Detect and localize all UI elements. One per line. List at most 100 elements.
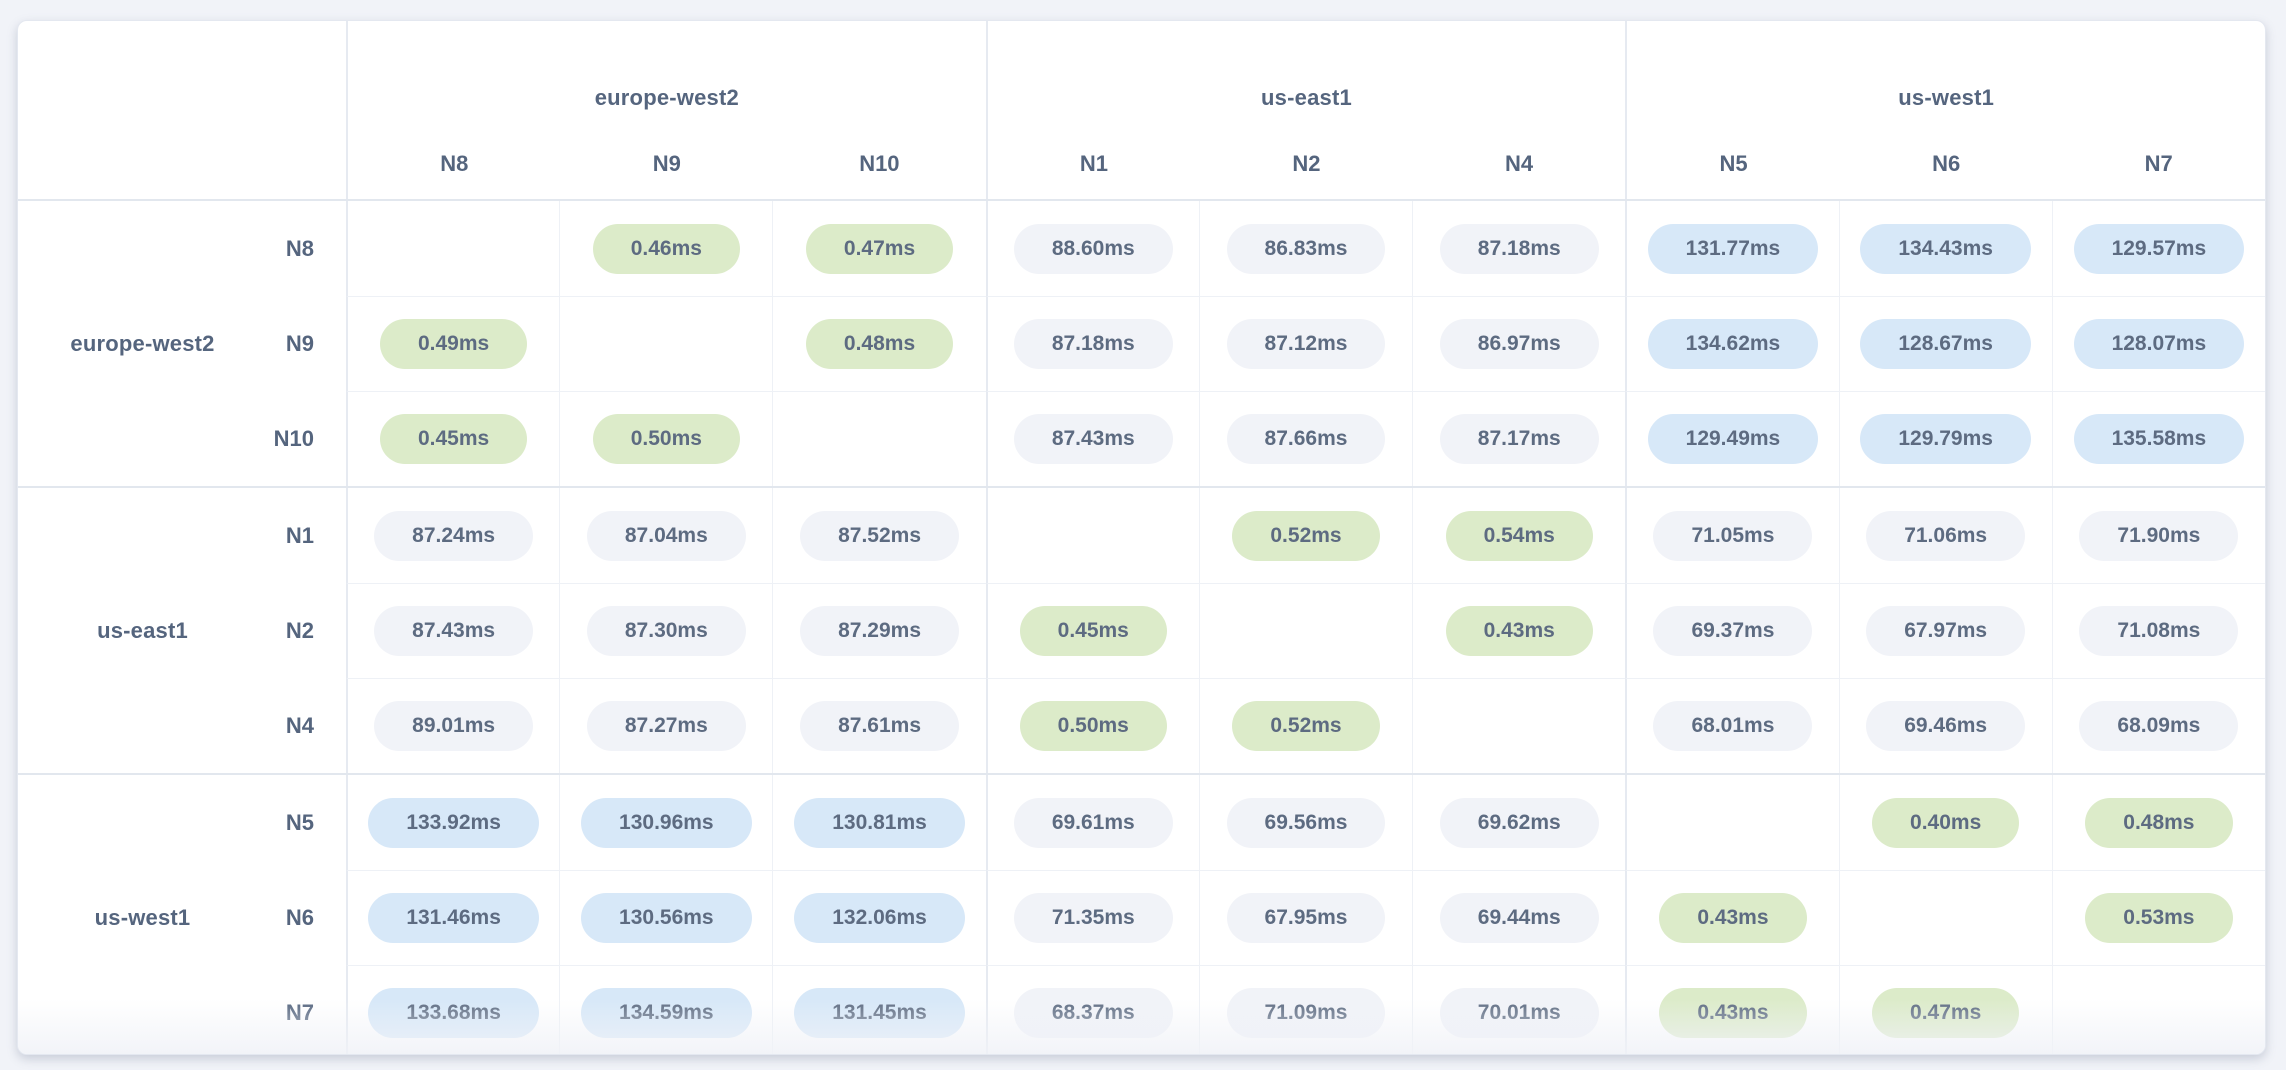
matrix-cell: 71.06ms	[1838, 488, 2052, 583]
latency-pill: 69.61ms	[1013, 797, 1173, 848]
corner-cell	[18, 21, 346, 199]
matrix-cell	[1838, 870, 2052, 965]
latency-pill: 0.45ms	[379, 414, 528, 464]
matrix-cell	[346, 201, 559, 296]
column-node-label: N5	[1719, 151, 1748, 176]
latency-pill: 0.48ms	[805, 319, 954, 369]
latency-pill: 131.46ms	[368, 893, 539, 943]
row-node-label: N7	[285, 999, 314, 1025]
matrix-cell	[1198, 583, 1413, 678]
latency-pill: 0.47ms	[1872, 988, 2020, 1038]
matrix-cell	[559, 296, 773, 391]
latency-pill: 87.43ms	[374, 606, 534, 656]
latency-pill: 131.77ms	[1647, 223, 1819, 274]
latency-pill: 68.01ms	[1653, 701, 1813, 751]
row-group-us-west1: us-west1 N5 133.92ms 130.96ms 130.81ms 69.61m…	[18, 773, 2265, 1054]
latency-pill: 69.56ms	[1226, 797, 1386, 848]
latency-pill: 134.43ms	[1860, 223, 2031, 274]
matrix-cell: 87.17ms	[1412, 391, 1626, 486]
latency-pill: 68.09ms	[2079, 701, 2239, 751]
latency-pill: 131.45ms	[794, 988, 965, 1038]
latency-pill: 89.01ms	[374, 701, 534, 751]
latency-pill: 0.52ms	[1232, 701, 1380, 751]
latency-pill: 87.18ms	[1013, 319, 1173, 369]
matrix-cell: 0.54ms	[1412, 488, 1625, 583]
row-group-us-east1: us-east1 N1 87.24ms 87.04ms 87.52ms 0.52ms 0.5…	[18, 486, 2265, 773]
column-node-label: N4	[1504, 151, 1534, 176]
matrix-cell: 89.01ms	[346, 678, 560, 773]
matrix-cell: 87.18ms	[1412, 201, 1625, 296]
latency-pill: 130.56ms	[581, 893, 752, 943]
column-node-label: N2	[1292, 151, 1321, 176]
matrix-cell: 87.43ms	[985, 391, 1199, 486]
column-region-label: us-east1	[1261, 85, 1352, 110]
latency-pill: 135.58ms	[2073, 414, 2245, 464]
matrix-cell: 87.30ms	[559, 583, 773, 678]
row-node-label: N9	[285, 330, 314, 356]
latency-pill: 86.83ms	[1226, 223, 1386, 274]
latency-pill: 0.48ms	[2085, 797, 2233, 848]
matrix-cell: 0.43ms	[1625, 870, 1839, 965]
matrix-cell: 69.37ms	[1625, 583, 1839, 678]
matrix-cell: 134.43ms	[1838, 201, 2052, 296]
latency-pill: 0.52ms	[1232, 510, 1380, 561]
latency-pill: 0.53ms	[2085, 893, 2233, 943]
row-node-label: N1	[285, 522, 314, 548]
matrix-cell: 68.09ms	[2051, 678, 2265, 773]
matrix-cell	[1412, 678, 1626, 773]
matrix-cell: 0.43ms	[1625, 965, 1839, 1054]
matrix-cell: 87.24ms	[346, 488, 559, 583]
column-node-label: N8	[440, 151, 469, 176]
matrix-cell: 87.52ms	[772, 488, 985, 583]
column-node-label: N9	[652, 151, 681, 176]
row-node-label: N2	[285, 617, 314, 643]
latency-pill: 0.40ms	[1872, 797, 2020, 848]
latency-pill: 67.97ms	[1866, 606, 2026, 656]
matrix-cell: 131.45ms	[772, 965, 986, 1054]
matrix-cell: 0.45ms	[985, 583, 1199, 678]
matrix-cell: 68.01ms	[1625, 678, 1839, 773]
row-node-label: N8	[285, 235, 314, 261]
latency-matrix-card: europe-west2 N8 N9 N10 us-east1 N1 N2 N4 us-west…	[17, 20, 2266, 1055]
column-node-label: N1	[1079, 151, 1108, 176]
latency-pill: 87.30ms	[586, 606, 746, 656]
table-row: N6 131.46ms 130.56ms 132.06ms 71.35ms 67.95ms…	[18, 870, 2265, 965]
matrix-cell: 130.81ms	[772, 775, 985, 870]
latency-pill: 71.08ms	[2079, 606, 2239, 656]
latency-pill: 87.52ms	[800, 510, 959, 561]
matrix-cell: 87.18ms	[985, 296, 1199, 391]
table-row: N5 133.92ms 130.96ms 130.81ms 69.61ms 69.56ms…	[18, 775, 2265, 870]
matrix-cell: 69.62ms	[1412, 775, 1625, 870]
matrix-cell: 69.44ms	[1412, 870, 1626, 965]
latency-pill: 133.68ms	[368, 988, 539, 1038]
column-node-label: N7	[2144, 151, 2173, 176]
row-region-label: us-east1	[97, 617, 188, 643]
latency-pill: 86.97ms	[1439, 319, 1599, 369]
matrix-cell: 0.40ms	[1838, 775, 2052, 870]
matrix-cell: 68.37ms	[985, 965, 1199, 1054]
latency-pill: 0.50ms	[1019, 701, 1167, 751]
latency-pill: 128.07ms	[2073, 319, 2245, 369]
latency-pill: 129.57ms	[2073, 223, 2245, 274]
row-node-label: N10	[273, 425, 314, 451]
matrix-cell: 70.01ms	[1412, 965, 1626, 1054]
table-row: N1 87.24ms 87.04ms 87.52ms 0.52ms 0.54ms 71.05…	[18, 488, 2265, 583]
matrix-cell: 128.67ms	[1838, 296, 2052, 391]
header-group-europe-west2: europe-west2 N8 N9 N10	[346, 21, 986, 199]
row-region-label: europe-west2	[70, 330, 215, 356]
matrix-cell: 69.56ms	[1198, 775, 1412, 870]
latency-pill: 134.59ms	[581, 988, 752, 1038]
latency-pill: 69.37ms	[1653, 606, 1813, 656]
latency-pill: 87.24ms	[374, 510, 534, 561]
table-row: N8 0.46ms 0.47ms 88.60ms 86.83ms 87.18ms 131.7…	[18, 201, 2265, 296]
matrix-cell	[1625, 775, 1838, 870]
row-node-label: N4	[285, 712, 314, 738]
row-group-europe-west2: europe-west2 N8 0.46ms 0.47ms 88.60ms 86.83ms…	[18, 201, 2265, 486]
latency-pill: 0.43ms	[1659, 893, 1807, 943]
matrix-cell: 87.04ms	[559, 488, 772, 583]
row-node-label: N5	[285, 809, 314, 835]
matrix-cell: 132.06ms	[772, 870, 986, 965]
latency-pill: 130.81ms	[794, 797, 965, 848]
matrix-cell: 131.46ms	[346, 870, 560, 965]
latency-pill: 133.92ms	[368, 797, 539, 848]
